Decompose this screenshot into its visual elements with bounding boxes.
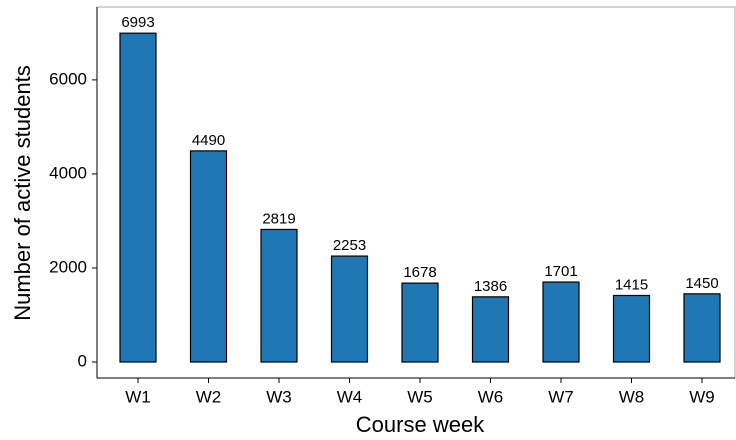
value-label: 1701 [544, 263, 577, 280]
x-tick-label: W3 [266, 387, 292, 406]
y-tick-label: 2000 [49, 257, 87, 276]
x-tick-label: W5 [407, 387, 433, 406]
x-tick-label: W4 [337, 387, 363, 406]
x-tick-label: W8 [619, 387, 645, 406]
y-axis-title: Number of active students [10, 65, 35, 321]
value-label: 6993 [121, 14, 154, 31]
bar [612, 294, 651, 363]
value-label: 1386 [474, 278, 507, 295]
value-label: 1450 [685, 275, 718, 292]
x-tick-label: W7 [548, 387, 574, 406]
value-label: 2253 [333, 237, 366, 254]
x-axis-title: Course week [356, 412, 485, 437]
value-label: 1415 [615, 276, 648, 293]
bar [119, 32, 157, 363]
y-tick-label: 6000 [49, 69, 87, 88]
x-tick-label: W2 [196, 387, 222, 406]
bar [189, 150, 228, 363]
x-tick-label: W9 [689, 387, 715, 406]
value-label: 2819 [262, 210, 295, 227]
y-tick-label: 4000 [49, 163, 87, 182]
x-tick-label: W6 [478, 387, 504, 406]
bar [542, 281, 580, 363]
y-tick-label: 0 [78, 351, 87, 370]
value-label: 1678 [403, 264, 436, 281]
bar [471, 296, 510, 363]
bar [260, 228, 298, 363]
value-label: 4490 [192, 132, 225, 149]
bar [683, 293, 721, 363]
x-tick-label: W1 [125, 387, 151, 406]
bar [401, 282, 439, 363]
bar [330, 255, 369, 363]
